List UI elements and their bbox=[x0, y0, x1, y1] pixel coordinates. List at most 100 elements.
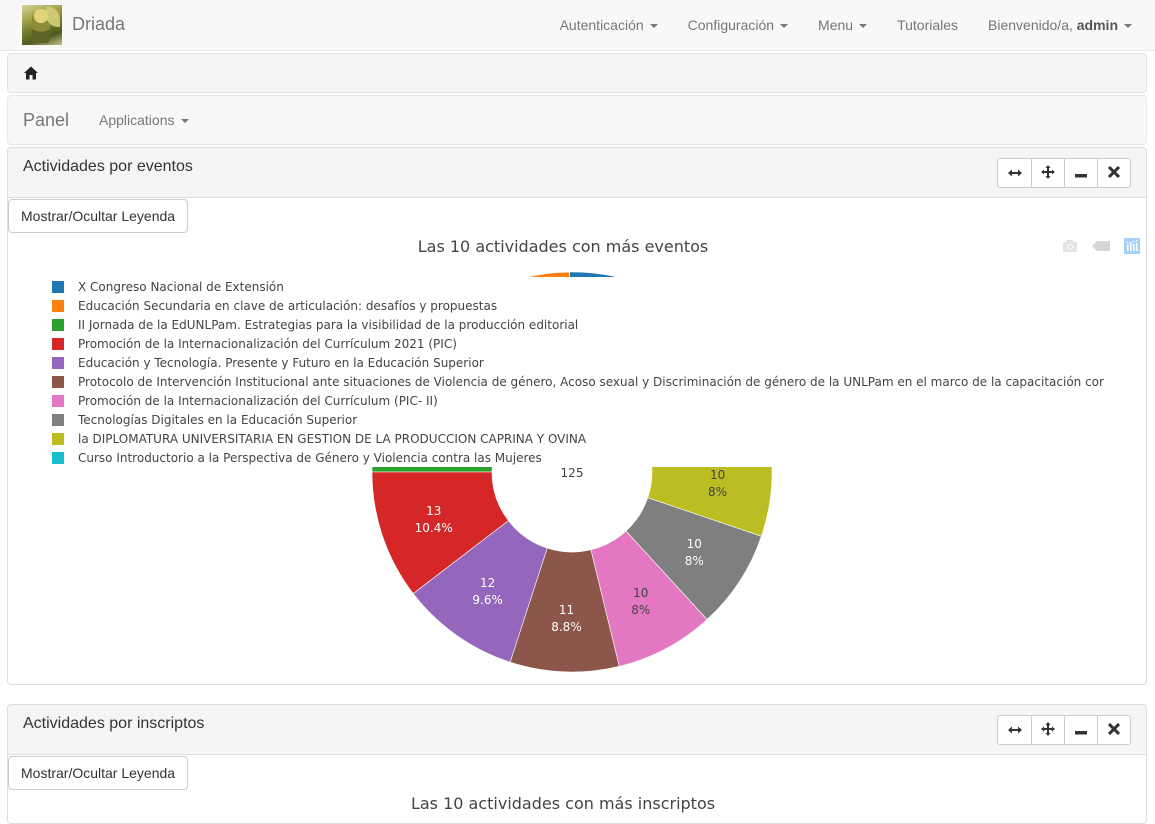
legend-label: Curso Introductorio a la Perspectiva de … bbox=[78, 450, 542, 465]
close-button[interactable] bbox=[1097, 716, 1130, 744]
caret-down-icon bbox=[1124, 24, 1132, 29]
legend-swatch bbox=[52, 451, 64, 464]
pie-slice-label: 10 bbox=[687, 537, 702, 551]
breadcrumb bbox=[7, 53, 1147, 93]
legend-swatch bbox=[52, 280, 64, 293]
expand-button[interactable] bbox=[998, 716, 1031, 744]
nav-configuracion-label: Configuración bbox=[687, 17, 775, 33]
home-icon[interactable] bbox=[23, 65, 39, 81]
legend-item[interactable]: Protocolo de Intervención Institucional … bbox=[52, 372, 1112, 391]
plotly-logo-icon[interactable] bbox=[1124, 238, 1140, 254]
nav-menu-dropdown[interactable]: Menu bbox=[803, 0, 882, 50]
legend-item[interactable]: Tecnologías Digitales en la Educación Su… bbox=[52, 410, 1112, 429]
widget-toolbar bbox=[997, 715, 1131, 745]
legend-item[interactable]: Promoción de la Internacionalización del… bbox=[52, 391, 1112, 410]
move-icon bbox=[1041, 164, 1055, 182]
legend-item[interactable]: Educación y Tecnología. Presente y Futur… bbox=[52, 353, 1112, 372]
legend-label: Promoción de la Internacionalización del… bbox=[78, 336, 457, 351]
legend-item[interactable]: Curso Introductorio a la Perspectiva de … bbox=[52, 448, 1112, 467]
camera-icon[interactable] bbox=[1062, 239, 1078, 253]
chart-title: Las 10 actividades con más inscriptos bbox=[410, 794, 716, 813]
legend-item[interactable]: Educación Secundaria en clave de articul… bbox=[52, 296, 1112, 315]
logo-wing bbox=[46, 7, 60, 27]
nav-autenticacion[interactable]: Autenticación bbox=[545, 0, 673, 50]
user-greeting: Bienvenido/a, bbox=[988, 17, 1077, 33]
caret-down-icon bbox=[859, 24, 868, 29]
legend-label: II Jornada de la EdUNLPam. Estrategias p… bbox=[78, 317, 579, 332]
nav-configuracion[interactable]: Configuración bbox=[673, 0, 803, 50]
widget-title: Actividades por eventos bbox=[23, 158, 193, 175]
legend-item[interactable]: II Jornada de la EdUNLPam. Estrategias p… bbox=[52, 315, 1112, 334]
expand-icon bbox=[1007, 165, 1022, 181]
minimize-icon bbox=[1075, 165, 1087, 181]
pie-slice-label: 8.8% bbox=[551, 620, 582, 634]
legend-label: Tecnologías Digitales en la Educación Su… bbox=[78, 412, 358, 427]
legend-item[interactable]: la DIPLOMATURA UNIVERSITARIA EN GESTION … bbox=[52, 429, 1112, 448]
toggle-legend-button[interactable]: Mostrar/Ocultar Leyenda bbox=[8, 756, 189, 790]
panel-navbar: Panel Applications bbox=[7, 95, 1147, 145]
legend-item[interactable]: X Congreso Nacional de Extensión bbox=[52, 277, 1112, 296]
pie-slice-label: 8% bbox=[708, 485, 727, 499]
legend-label: X Congreso Nacional de Extensión bbox=[78, 279, 284, 294]
expand-icon bbox=[1007, 722, 1022, 738]
widget-title: Actividades por inscriptos bbox=[23, 715, 205, 732]
applications-dropdown[interactable]: Applications bbox=[99, 112, 189, 128]
chart-modebar bbox=[1062, 238, 1140, 254]
panel-brand[interactable]: Panel bbox=[23, 110, 70, 130]
close-icon bbox=[1107, 165, 1121, 181]
legend-swatch bbox=[52, 375, 64, 388]
legend-label: Educación Secundaria en clave de articul… bbox=[78, 298, 498, 313]
legend-swatch bbox=[52, 318, 64, 331]
legend-label: la DIPLOMATURA UNIVERSITARIA EN GESTION … bbox=[78, 431, 587, 446]
chart-title: Las 10 actividades con más eventos bbox=[417, 237, 709, 256]
legend-swatch bbox=[52, 394, 64, 407]
widget-header: Actividades por eventos bbox=[8, 148, 1146, 198]
caret-down-icon bbox=[649, 24, 658, 29]
top-navbar: Driada Autenticación Configuración Menu … bbox=[0, 0, 1155, 51]
legend-label: Educación y Tecnología. Presente y Futur… bbox=[78, 355, 484, 370]
minimize-icon bbox=[1075, 722, 1087, 738]
applications-label: Applications bbox=[99, 112, 175, 128]
pie-slice-label: 12 bbox=[480, 576, 495, 590]
move-button[interactable] bbox=[1031, 716, 1064, 744]
legend-item[interactable]: Promoción de la Internacionalización del… bbox=[52, 334, 1112, 353]
nav-autenticacion-label: Autenticación bbox=[559, 17, 644, 33]
chart-legend: X Congreso Nacional de Extensión Educaci… bbox=[52, 277, 1112, 467]
widget-actividades-inscriptos: Actividades por inscriptos Mostrar/Ocult… bbox=[7, 704, 1147, 824]
legend-swatch bbox=[52, 337, 64, 350]
nav-tutoriales[interactable]: Tutoriales bbox=[882, 0, 973, 50]
pie-slice-label: 13 bbox=[426, 504, 441, 518]
toggle-legend-button[interactable]: Mostrar/Ocultar Leyenda bbox=[8, 199, 189, 233]
close-button[interactable] bbox=[1097, 159, 1130, 187]
caret-down-icon bbox=[780, 24, 789, 29]
minimize-button[interactable] bbox=[1064, 716, 1097, 744]
pie-slice-label: 8% bbox=[685, 554, 704, 568]
tag-icon[interactable] bbox=[1092, 241, 1110, 251]
caret-down-icon bbox=[180, 119, 189, 124]
nav-menu-label: Menu bbox=[818, 17, 854, 33]
legend-label: Protocolo de Intervención Institucional … bbox=[78, 374, 1104, 389]
pie-slice-label: 10 bbox=[710, 468, 725, 482]
brand-name[interactable]: Driada bbox=[72, 14, 126, 34]
widget-actividades-eventos: Actividades por eventos Mostrar/Ocultar … bbox=[7, 147, 1147, 685]
move-icon bbox=[1041, 721, 1055, 739]
nav-menu: Autenticación Configuración Menu Tutoria… bbox=[545, 0, 1147, 50]
legend-swatch bbox=[52, 299, 64, 312]
nav-tutoriales-label: Tutoriales bbox=[897, 17, 959, 33]
pie-slice-label: 9.6% bbox=[472, 593, 503, 607]
move-button[interactable] bbox=[1031, 159, 1064, 187]
pie-slice-label: 10 bbox=[633, 586, 648, 600]
legend-swatch bbox=[52, 356, 64, 369]
widget-toolbar bbox=[997, 158, 1131, 188]
pie-slice-label: 8% bbox=[631, 603, 650, 617]
legend-swatch bbox=[52, 413, 64, 426]
nav-user-menu[interactable]: Bienvenido/a, admin bbox=[973, 0, 1147, 50]
minimize-button[interactable] bbox=[1064, 159, 1097, 187]
close-icon bbox=[1107, 722, 1121, 738]
widget-header: Actividades por inscriptos bbox=[8, 705, 1146, 755]
legend-label: Promoción de la Internacionalización del… bbox=[78, 393, 438, 408]
donut-center-total: 125 bbox=[561, 466, 584, 480]
pie-slice-label: 11 bbox=[559, 603, 574, 617]
brand-logo[interactable] bbox=[22, 5, 62, 45]
expand-button[interactable] bbox=[998, 159, 1031, 187]
